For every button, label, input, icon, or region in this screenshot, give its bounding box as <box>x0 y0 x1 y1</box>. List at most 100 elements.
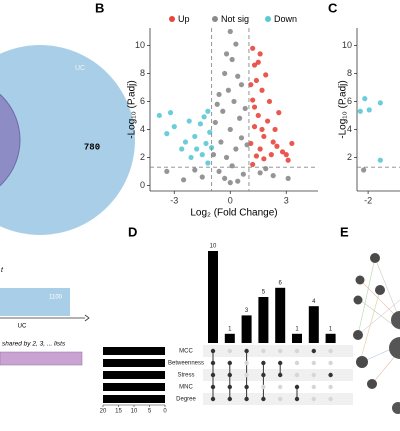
matrix-dot <box>244 396 249 402</box>
legend-label: Up <box>178 14 190 24</box>
network <box>353 253 400 414</box>
point <box>237 115 243 121</box>
y-tick-label: 8 <box>140 68 145 78</box>
x-tick-label: -3 <box>170 195 178 205</box>
bar <box>103 383 165 391</box>
matrix-dot <box>328 396 333 402</box>
node <box>367 379 377 389</box>
point <box>210 152 217 158</box>
y-tick-label: 6 <box>347 96 352 106</box>
y-axis-label: -Log₁₀ (P.adj) <box>127 80 138 138</box>
matrix-dot <box>294 372 300 378</box>
point <box>229 56 235 63</box>
y-tick-label: 8 <box>347 68 352 78</box>
x-axis-label: Log₂ (Fold Change) <box>190 208 277 219</box>
matrix-dot <box>227 396 232 402</box>
matrix-dot <box>311 348 316 354</box>
matrix-dot <box>244 360 249 366</box>
point <box>266 98 273 105</box>
point <box>276 110 282 116</box>
value-label: 1 <box>295 326 299 332</box>
point <box>242 105 248 112</box>
point <box>156 112 162 119</box>
point <box>216 168 222 175</box>
axis-label: UC <box>18 324 27 330</box>
set-label: MCC <box>179 349 193 355</box>
point <box>274 143 280 149</box>
edge <box>359 289 381 363</box>
matrix-dot <box>210 372 216 378</box>
matrix-dot <box>244 384 249 390</box>
bar <box>103 347 165 355</box>
row-stripe <box>203 369 353 381</box>
point <box>240 171 246 177</box>
panel-label: C <box>328 0 338 15</box>
venn-count: 780 <box>84 142 100 152</box>
point <box>222 70 228 77</box>
point <box>357 108 363 114</box>
point <box>261 156 267 162</box>
set-label: MNC <box>179 385 193 391</box>
bar <box>224 333 235 343</box>
legend-marker <box>265 16 271 22</box>
node <box>353 295 363 305</box>
bar <box>0 288 70 316</box>
point <box>361 167 367 173</box>
matrix-dot <box>244 372 249 378</box>
point <box>207 129 213 135</box>
point <box>259 126 265 133</box>
y-tick-label: 2 <box>140 152 145 162</box>
panel-label: D <box>128 224 137 239</box>
value-label: 4 <box>312 299 316 305</box>
y-axis-label: -Log₁₀ (P.adj) <box>338 80 349 138</box>
value-label: 6 <box>279 280 283 286</box>
venn-circle <box>0 93 21 187</box>
matrix-dot <box>294 360 300 366</box>
point <box>285 175 291 182</box>
point <box>205 108 211 114</box>
legend-marker <box>169 16 175 22</box>
matrix-dot <box>278 348 283 354</box>
edge <box>357 257 376 336</box>
point <box>244 142 250 148</box>
point <box>167 110 174 116</box>
arrow <box>84 314 90 322</box>
point <box>257 146 263 152</box>
y-tick-label: 4 <box>347 124 352 134</box>
bar <box>103 395 165 403</box>
point <box>227 180 233 186</box>
point <box>251 62 258 68</box>
point <box>203 140 209 147</box>
matrix-dot <box>278 360 283 366</box>
point <box>261 133 267 140</box>
set-label: Betweenness <box>168 361 204 367</box>
y-tick-label: 10 <box>342 40 352 50</box>
matrix-dot <box>261 360 266 366</box>
point <box>233 41 239 47</box>
matrix-dot <box>278 396 283 402</box>
y-tick-label: 4 <box>140 124 145 134</box>
set-label: Stress <box>177 373 194 379</box>
node <box>391 311 400 329</box>
point <box>289 140 295 147</box>
bar <box>0 351 83 366</box>
point <box>268 152 274 158</box>
matrix-dot <box>261 348 266 354</box>
matrix-dot <box>311 384 316 390</box>
point <box>265 118 271 124</box>
point <box>233 146 239 152</box>
venn-circle <box>0 45 135 235</box>
point <box>201 114 207 120</box>
point <box>186 118 192 124</box>
value-label: 3 <box>245 308 249 314</box>
y-tick-label: 6 <box>140 96 145 106</box>
point <box>235 178 241 184</box>
x-tick-label: 5 <box>148 409 152 415</box>
edge <box>357 299 400 336</box>
point <box>259 87 265 93</box>
point <box>188 154 194 161</box>
point <box>279 149 286 155</box>
point <box>238 82 245 88</box>
matrix-dot <box>311 396 316 402</box>
